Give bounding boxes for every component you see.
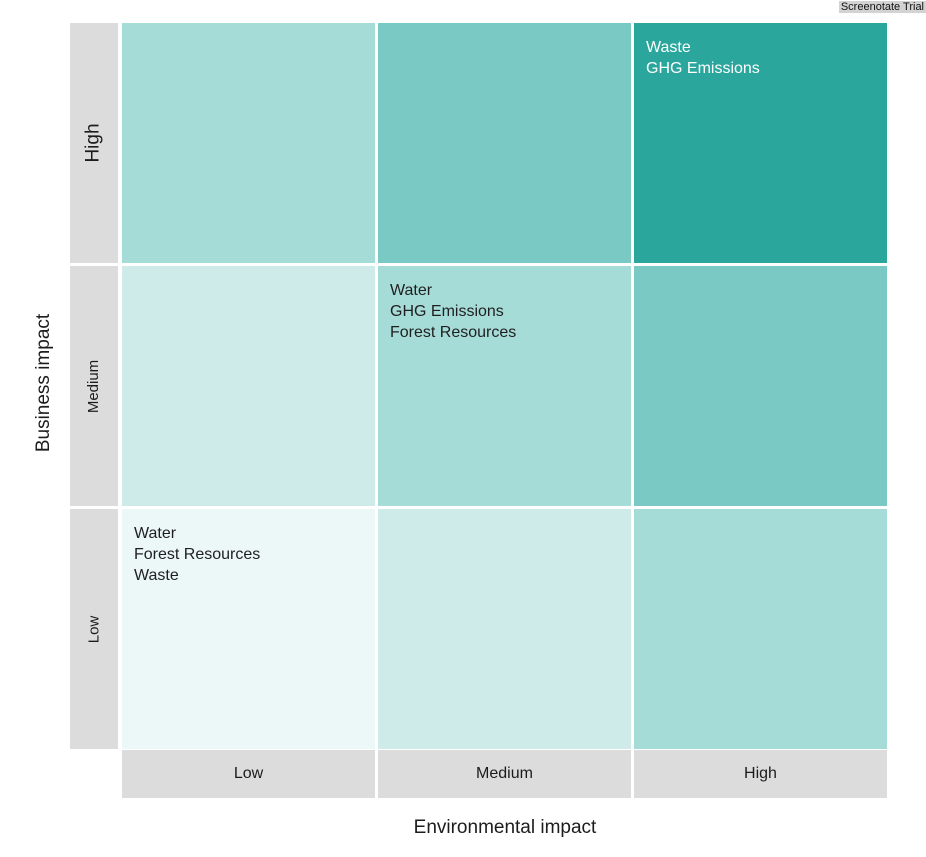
cell-item-label: GHG Emissions (390, 303, 504, 320)
heatmap-cell-low-env-medium-biz (122, 266, 375, 506)
heatmap-cell-low-env-low-biz: Water Forest Resources Waste (122, 509, 375, 749)
cell-item-label: Water (390, 282, 433, 299)
cell-item-label: Forest Resources (134, 546, 261, 563)
x-tick-medium: Medium (378, 750, 631, 798)
heatmap-cell-medium-env-medium-biz: Water GHG Emissions Forest Resources (378, 266, 631, 506)
cell-item-label: Forest Resources (390, 324, 517, 341)
x-tick-high: High (634, 750, 887, 798)
y-tick-high: High (70, 23, 118, 263)
heatmap-cell-high-env-low-biz (634, 509, 887, 749)
y-tick-low: Low (70, 509, 118, 749)
cell-item-label: GHG Emissions (646, 60, 760, 77)
trial-watermark: Screenotate Trial (838, 1, 926, 13)
y-tick-medium: Medium (70, 266, 118, 506)
heatmap-cell-high-env-high-biz: Waste GHG Emissions (634, 23, 887, 263)
y-tick-label: Medium (85, 359, 103, 413)
x-axis-title: Environmental impact (413, 817, 597, 838)
y-tick-label: High (82, 123, 104, 163)
heatmap-cell-high-env-medium-biz (634, 266, 887, 506)
cell-item-label: Water (134, 525, 177, 542)
heatmap-cell-low-env-high-biz (122, 23, 375, 263)
heatmap-cell-medium-env-low-biz (378, 509, 631, 749)
y-axis-title: Business impact (33, 313, 54, 453)
cell-item-label: Waste (134, 567, 179, 584)
heatmap-cell-medium-env-high-biz (378, 23, 631, 263)
x-tick-low: Low (122, 750, 375, 798)
cell-item-label: Waste (646, 39, 691, 56)
y-tick-label: Low (85, 615, 103, 643)
